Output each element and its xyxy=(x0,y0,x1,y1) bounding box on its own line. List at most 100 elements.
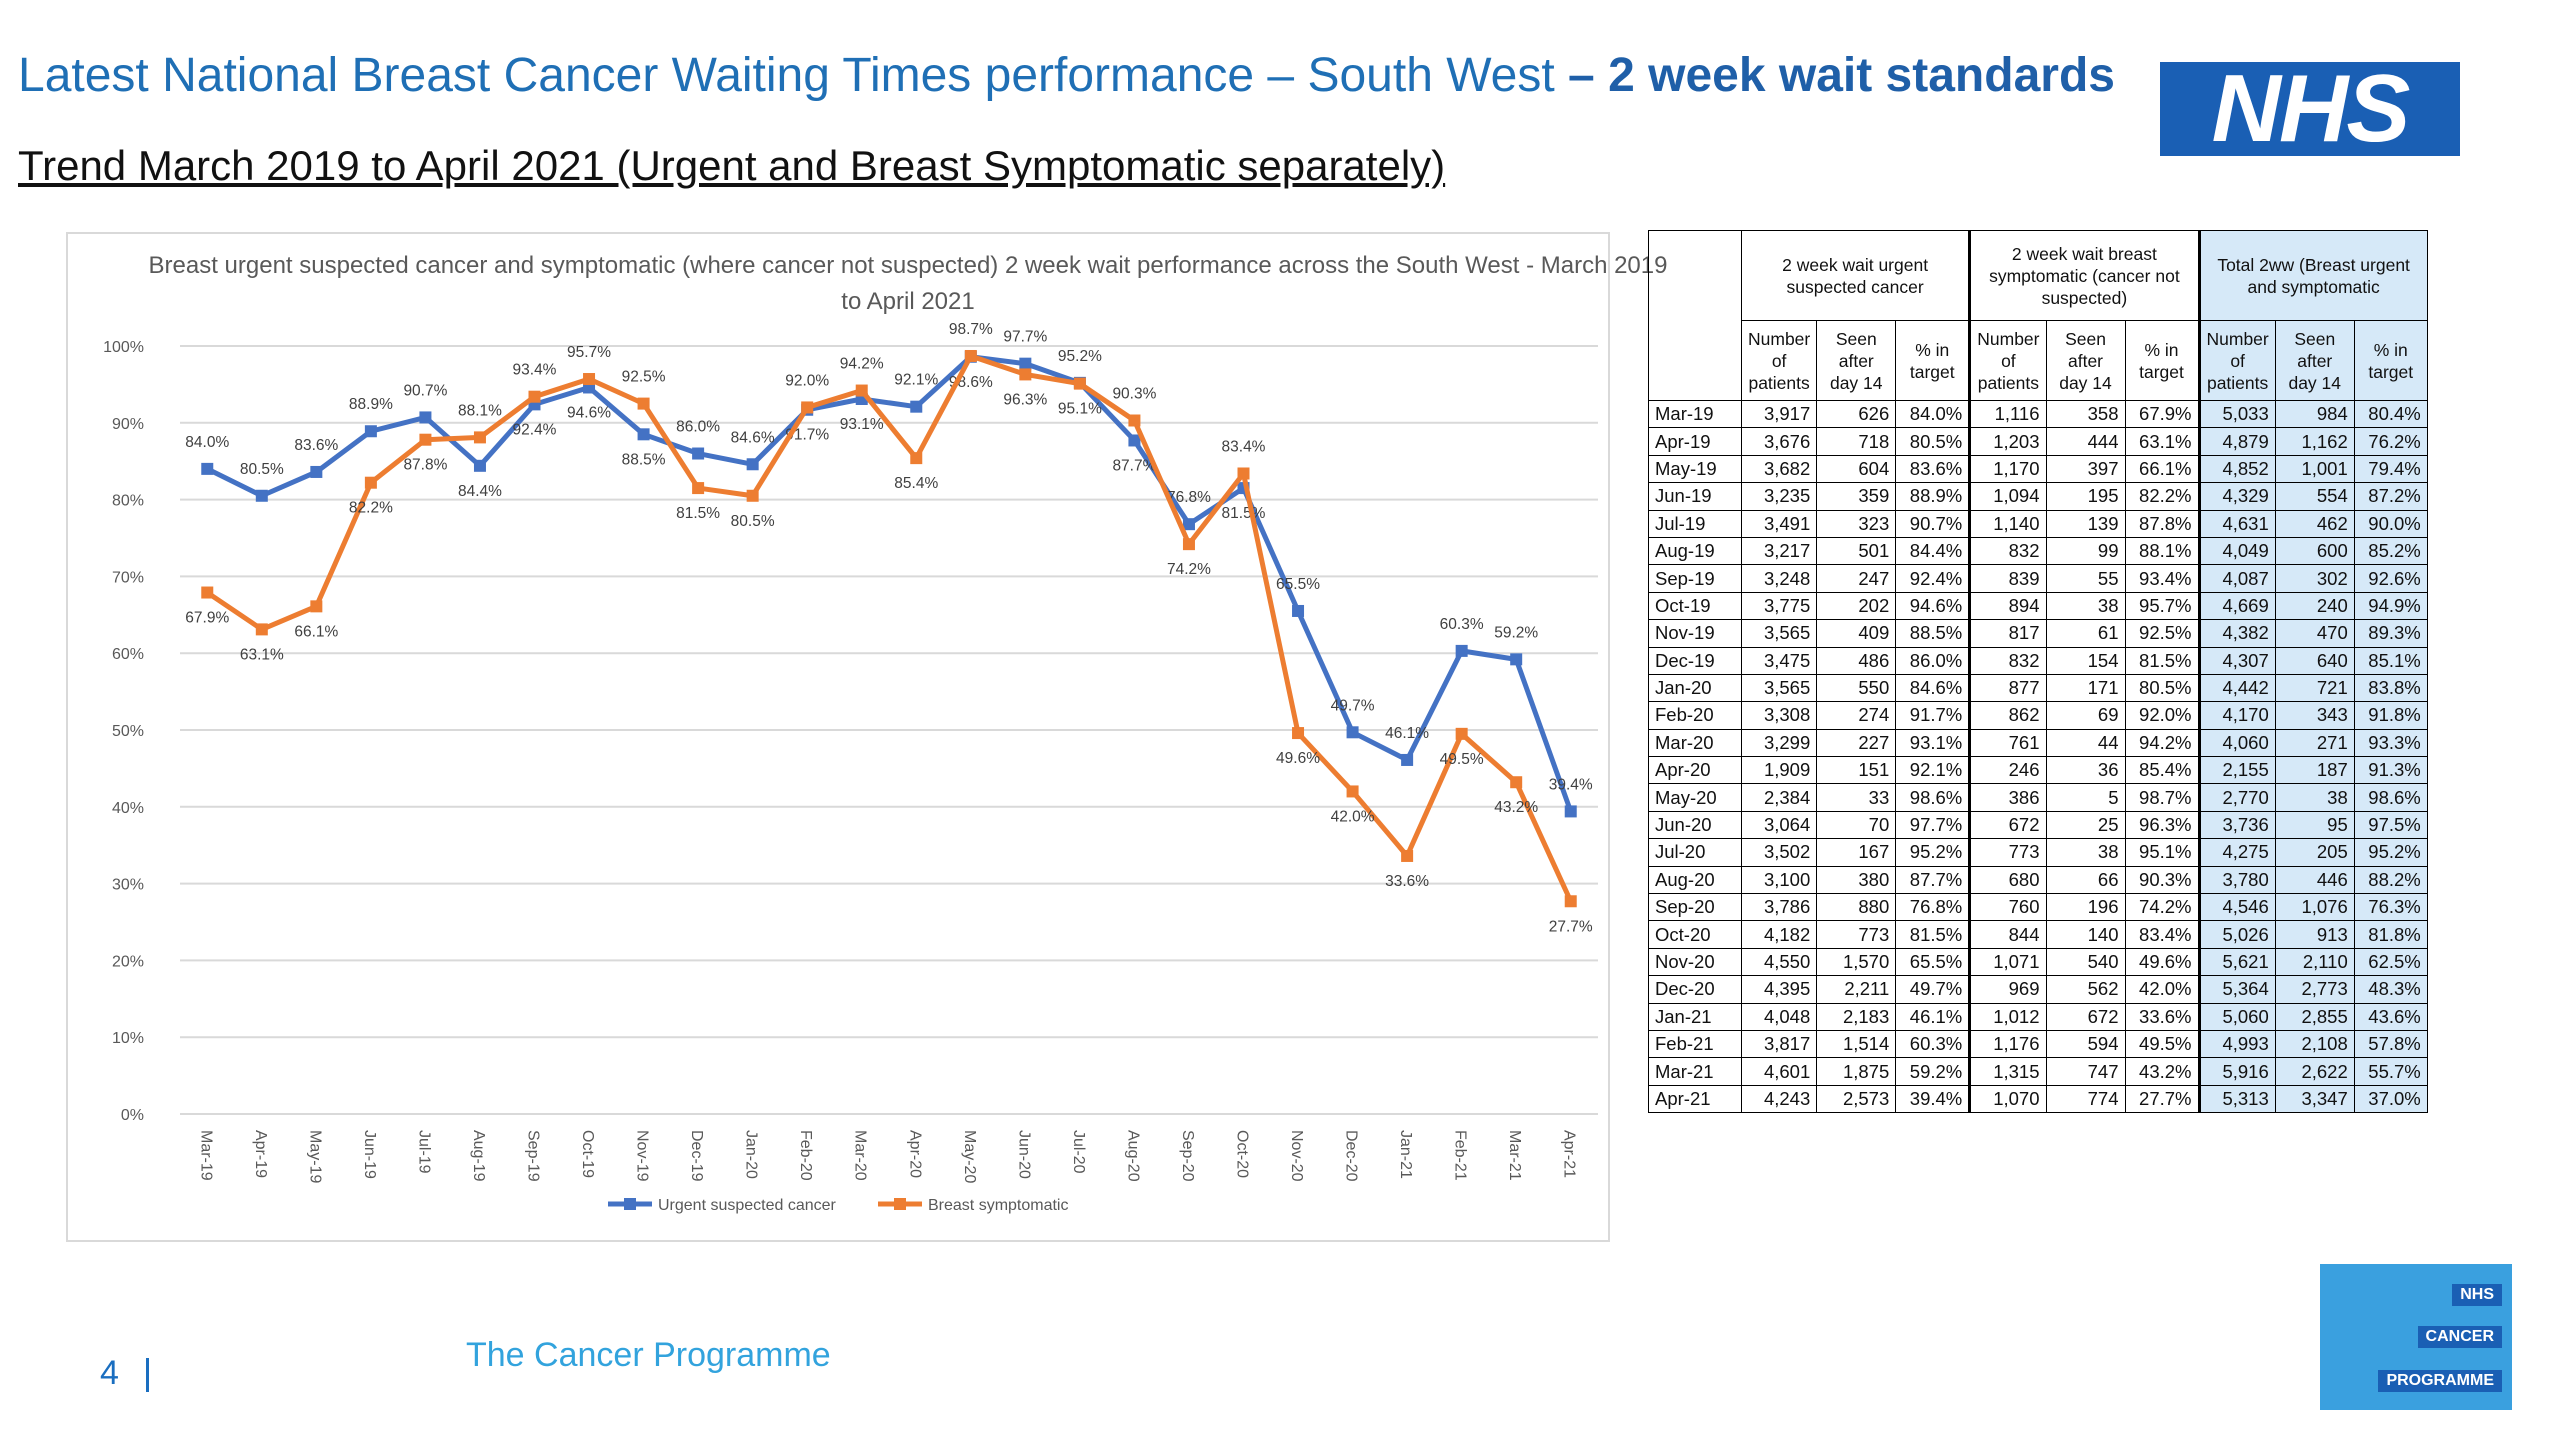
x-tick-label: Feb-21 xyxy=(1452,1130,1469,1181)
table-cell: 84.4% xyxy=(1895,536,1971,566)
table-cell: 69 xyxy=(2045,701,2126,730)
table-cell: 1,071 xyxy=(1968,947,2047,977)
table-cell: 60.3% xyxy=(1895,1029,1971,1059)
page-number-divider xyxy=(146,1358,149,1392)
table-row: May-19 3,682 604 83.6% 1,170 397 66.1% 4,852 1,0… xyxy=(1648,454,2428,484)
table-cell: 55.7% xyxy=(2353,1057,2428,1086)
x-tick-label: Jun-19 xyxy=(361,1130,378,1179)
table-cell: 33.6% xyxy=(2124,1002,2200,1031)
month-cell: Apr-20 xyxy=(1648,756,1742,785)
page-subtitle: Trend March 2019 to April 2021 (Urgent a… xyxy=(18,142,1446,189)
table-cell: 95 xyxy=(2274,810,2355,840)
table-cell: 640 xyxy=(2274,646,2355,675)
table-cell: 92.6% xyxy=(2353,564,2428,593)
table-cell: 501 xyxy=(1816,536,1897,566)
table-cell: 4,993 xyxy=(2197,1029,2276,1059)
group-header-total: Total 2ww (Breast urgent and symptomatic xyxy=(2197,230,2428,321)
legend-label: Urgent suspected cancer xyxy=(658,1197,837,1214)
table-cell: 82.2% xyxy=(2124,482,2200,511)
table-cell: 83.4% xyxy=(2124,920,2200,949)
data-label: 49.5% xyxy=(1440,751,1484,768)
table-cell: 1,012 xyxy=(1968,1002,2047,1031)
title-main: Latest National Breast Cancer Waiting Ti… xyxy=(18,49,1555,102)
table-cell: 95.1% xyxy=(2124,838,2200,867)
data-point xyxy=(1019,368,1032,381)
table-cell: 2,770 xyxy=(2197,783,2276,812)
table-cell: 196 xyxy=(2045,893,2126,922)
table-cell: 817 xyxy=(1968,619,2047,648)
table-cell: 93.3% xyxy=(2353,728,2428,758)
x-tick-label: Oct-19 xyxy=(579,1130,596,1178)
y-tick-label: 90% xyxy=(112,416,144,433)
data-label: 88.9% xyxy=(349,396,393,413)
group-header-symptomatic: 2 week wait breast symptomatic (cancer n… xyxy=(1968,230,2200,321)
x-tick-label: Jan-21 xyxy=(1397,1130,1414,1179)
data-label: 60.3% xyxy=(1440,616,1484,633)
table-cell: 81.5% xyxy=(2124,646,2200,675)
title-bold: – 2 week wait standards xyxy=(1554,49,2115,102)
table-cell: 80.4% xyxy=(2353,399,2428,429)
data-label: 39.4% xyxy=(1549,776,1593,793)
data-point xyxy=(364,425,377,438)
data-point xyxy=(1292,604,1305,617)
table-cell: 550 xyxy=(1816,673,1897,703)
table-cell: 247 xyxy=(1816,564,1897,593)
group-header-urgent: 2 week wait urgent suspected cancer xyxy=(1740,230,1971,321)
table-cell: 87.7% xyxy=(1895,865,1971,895)
table-cell: 1,570 xyxy=(1816,947,1897,977)
chart-panel: Breast urgent suspected cancer and sympt… xyxy=(66,232,1667,1242)
table-cell: 386 xyxy=(1968,783,2047,812)
data-point xyxy=(746,489,759,502)
table-cell: 3,736 xyxy=(2197,810,2276,840)
month-cell: Apr-19 xyxy=(1648,427,1742,456)
table-cell: 680 xyxy=(1968,865,2047,895)
data-label: 43.2% xyxy=(1494,799,1538,816)
table-cell: 202 xyxy=(1816,591,1897,621)
x-tick-label: Apr-21 xyxy=(1561,1130,1578,1178)
table-cell: 97.7% xyxy=(1895,810,1971,840)
sub-header: Number of patients xyxy=(1740,320,1818,401)
data-label: 94.2% xyxy=(840,356,884,373)
table-cell: 70 xyxy=(1816,810,1897,840)
table-cell: 747 xyxy=(2045,1057,2126,1086)
month-cell: Feb-20 xyxy=(1648,701,1742,730)
table-cell: 773 xyxy=(1968,838,2047,867)
table-cell: 3,299 xyxy=(1740,728,1818,758)
table-cell: 3,786 xyxy=(1740,893,1818,922)
data-label: 92.5% xyxy=(622,369,666,386)
data-label: 87.8% xyxy=(403,457,447,474)
table-cell: 92.0% xyxy=(2124,701,2200,730)
table-cell: 3,682 xyxy=(1740,454,1818,484)
y-tick-label: 40% xyxy=(112,800,144,817)
x-tick-label: Mar-20 xyxy=(852,1130,869,1181)
table-row: Apr-21 4,243 2,573 39.4% 1,070 774 27.7% 5,313 3… xyxy=(1648,1084,2428,1114)
data-label: 85.4% xyxy=(894,475,938,492)
table-cell: 4,550 xyxy=(1740,947,1818,977)
data-point xyxy=(1292,727,1305,740)
table-cell: 42.0% xyxy=(2124,975,2200,1004)
x-tick-label: Nov-20 xyxy=(1288,1130,1305,1182)
x-tick-label: Apr-20 xyxy=(906,1130,923,1178)
table-cell: 43.6% xyxy=(2353,1002,2428,1031)
data-point xyxy=(255,489,268,502)
table-row: Apr-19 3,676 718 80.5% 1,203 444 63.1% 4,879 1,1… xyxy=(1648,427,2428,456)
table-cell: 409 xyxy=(1816,619,1897,648)
table-cell: 66.1% xyxy=(2124,454,2200,484)
table-row: Jun-19 3,235 359 88.9% 1,094 195 82.2% 4,329 554… xyxy=(1648,482,2428,511)
table-cell: 151 xyxy=(1816,756,1897,785)
month-cell: Oct-19 xyxy=(1648,591,1742,621)
table-cell: 81.8% xyxy=(2353,920,2428,949)
table-cell: 672 xyxy=(2045,1002,2126,1031)
data-point xyxy=(1019,357,1032,370)
table-cell: 302 xyxy=(2274,564,2355,593)
data-label: 82.2% xyxy=(349,500,393,517)
table-cell: 80.5% xyxy=(2124,673,2200,703)
table-cell: 1,909 xyxy=(1740,756,1818,785)
table-cell: 79.4% xyxy=(2353,454,2428,484)
table-cell: 4,048 xyxy=(1740,1002,1818,1031)
table-cell: 2,855 xyxy=(2274,1002,2355,1031)
data-point xyxy=(1564,895,1577,908)
data-label: 93.4% xyxy=(513,362,557,379)
table-cell: 76.2% xyxy=(2353,427,2428,456)
data-label: 97.7% xyxy=(1003,329,1047,346)
